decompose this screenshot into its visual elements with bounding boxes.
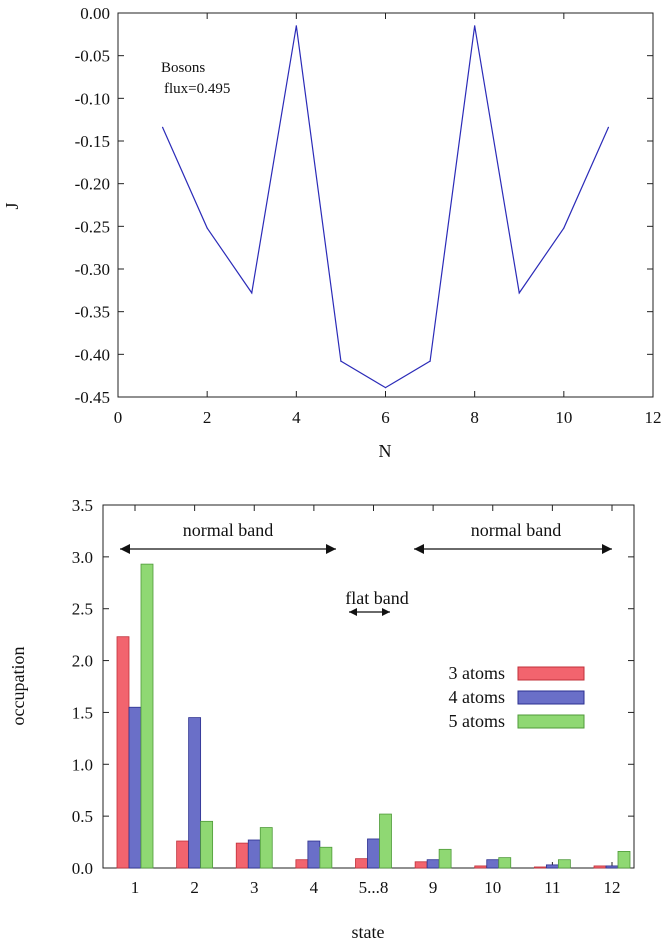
bar-4-atoms-3 (247, 839, 261, 869)
line-point (518, 292, 520, 294)
line-chart-annotation-title: Bosons (161, 60, 205, 76)
x-tick-label: 8 (470, 408, 479, 427)
normal-band-right-arrow (414, 544, 612, 554)
bar-4-atoms-4 (307, 840, 321, 869)
bar-4-atoms-9 (426, 859, 440, 869)
bar-4-atoms-11 (545, 864, 559, 869)
legend-label-5-atoms: 5 atoms (449, 711, 506, 731)
y-tick-label: -0.40 (75, 345, 110, 364)
line-point (384, 387, 387, 389)
bar-4-atoms-12 (605, 865, 619, 869)
line-point (563, 227, 565, 229)
y-tick-label: 2.0 (72, 652, 93, 671)
x-tick-label: 4 (310, 878, 319, 897)
y-tick-label: 0.00 (80, 4, 110, 23)
x-tick-label: 3 (250, 878, 259, 897)
flat-band-label: flat band (345, 588, 408, 608)
y-tick-label: 3.5 (72, 496, 93, 515)
line-point (251, 292, 253, 294)
y-tick-label: -0.35 (75, 303, 110, 322)
line-chart: 0 2 4 6 8 10 12 0.00 -0.05 -0.10 -0.15 -0.20 -0.25 -0… (2, 4, 661, 461)
y-tick-label: -0.25 (75, 217, 110, 236)
bar-3-atoms-10 (474, 865, 488, 869)
bar-4-atoms-1 (128, 706, 142, 869)
bar-5-atoms-3 (259, 827, 273, 869)
y-tick-label: 2.5 (72, 600, 93, 619)
x-tick-label: 9 (429, 878, 438, 897)
bar-chart-ticks: 0.00.51.01.52.02.53.03.51 2 3 4 5...8 9 10 11 12 (72, 496, 634, 897)
line-point (161, 126, 164, 128)
y-tick-label: 1.0 (72, 755, 93, 774)
bar-3-atoms-4 (295, 859, 309, 869)
x-tick-label: 11 (544, 878, 560, 897)
legend-swatch-5-atoms (517, 714, 585, 729)
line-point (474, 25, 476, 27)
x-tick-label: 4 (292, 408, 301, 427)
line-chart-xlabel: N (379, 441, 392, 461)
flat-band-arrow (349, 608, 390, 616)
x-tick-label: 12 (604, 878, 621, 897)
normal-band-right-label: normal band (471, 520, 561, 540)
bar-3-atoms-3 (235, 842, 249, 869)
y-tick-label: -0.20 (75, 175, 110, 194)
bar-4-atoms-10 (486, 859, 500, 869)
bar-5-atoms-11 (557, 859, 571, 869)
bar-4-atoms-58 (367, 838, 380, 869)
normal-band-left-arrow (120, 544, 336, 554)
line-chart-ticks: 0 2 4 6 8 10 12 0.00 -0.05 -0.10 -0.15 -0.20 -0.25 -0… (75, 4, 661, 427)
x-tick-label: 10 (484, 878, 501, 897)
normal-band-left-label: normal band (183, 520, 273, 540)
bar-3-atoms-2 (176, 840, 190, 869)
y-tick-label: 1.5 (72, 703, 93, 722)
legend-label-3-atoms: 3 atoms (449, 663, 506, 683)
line-point (206, 227, 208, 229)
bar-5-atoms-10 (498, 857, 512, 869)
bar-chart-bars (116, 563, 631, 869)
y-tick-label: 0.0 (72, 859, 93, 878)
line-point (295, 25, 297, 27)
bar-5-atoms-1 (140, 563, 154, 869)
y-tick-label: -0.15 (75, 132, 110, 151)
y-tick-label: -0.30 (75, 260, 110, 279)
x-tick-label: 10 (555, 408, 572, 427)
bar-5-atoms-2 (200, 820, 214, 869)
bar-chart-frame (102, 504, 635, 869)
line-point (429, 360, 431, 362)
line-chart-annotation-flux: flux=0.495 (164, 81, 230, 97)
line-point (340, 360, 342, 362)
x-tick-label: 1 (131, 878, 140, 897)
bar-5-atoms-58 (379, 813, 392, 869)
x-tick-label: 2 (190, 878, 199, 897)
bar-chart-ylabel: occupation (8, 647, 28, 726)
y-tick-label: -0.10 (75, 89, 110, 108)
x-tick-label: 5...8 (359, 878, 389, 897)
y-tick-label: -0.45 (75, 388, 110, 407)
bar-3-atoms-12 (593, 865, 607, 869)
bar-5-atoms-12 (617, 851, 631, 869)
bar-5-atoms-9 (438, 848, 452, 869)
line-chart-ylabel: J (2, 202, 22, 209)
y-tick-label: -0.05 (75, 47, 110, 66)
y-tick-label: 3.0 (72, 548, 93, 567)
bar-3-atoms-9 (414, 861, 428, 869)
y-tick-label: 0.5 (72, 807, 93, 826)
bar-5-atoms-4 (319, 846, 333, 869)
x-tick-label: 6 (381, 408, 390, 427)
x-tick-label: 12 (645, 408, 661, 427)
x-tick-label: 0 (114, 408, 123, 427)
bar-3-atoms-58 (355, 858, 368, 869)
line-chart-points (161, 25, 610, 389)
bar-3-atoms-11 (533, 866, 547, 869)
legend-label-4-atoms: 4 atoms (449, 687, 506, 707)
bar-chart: 0.00.51.01.52.02.53.03.51 2 3 4 5...8 9 10 11 12… (8, 496, 635, 942)
bar-chart-xlabel: state (352, 922, 385, 942)
line-point (607, 126, 610, 128)
legend-swatch-3-atoms (517, 666, 585, 681)
x-tick-label: 2 (203, 408, 212, 427)
bar-3-atoms-1 (116, 636, 130, 869)
bar-4-atoms-2 (188, 717, 202, 869)
legend-swatch-4-atoms (517, 690, 585, 705)
legend: 3 atoms 4 atoms 5 atoms (449, 663, 585, 731)
